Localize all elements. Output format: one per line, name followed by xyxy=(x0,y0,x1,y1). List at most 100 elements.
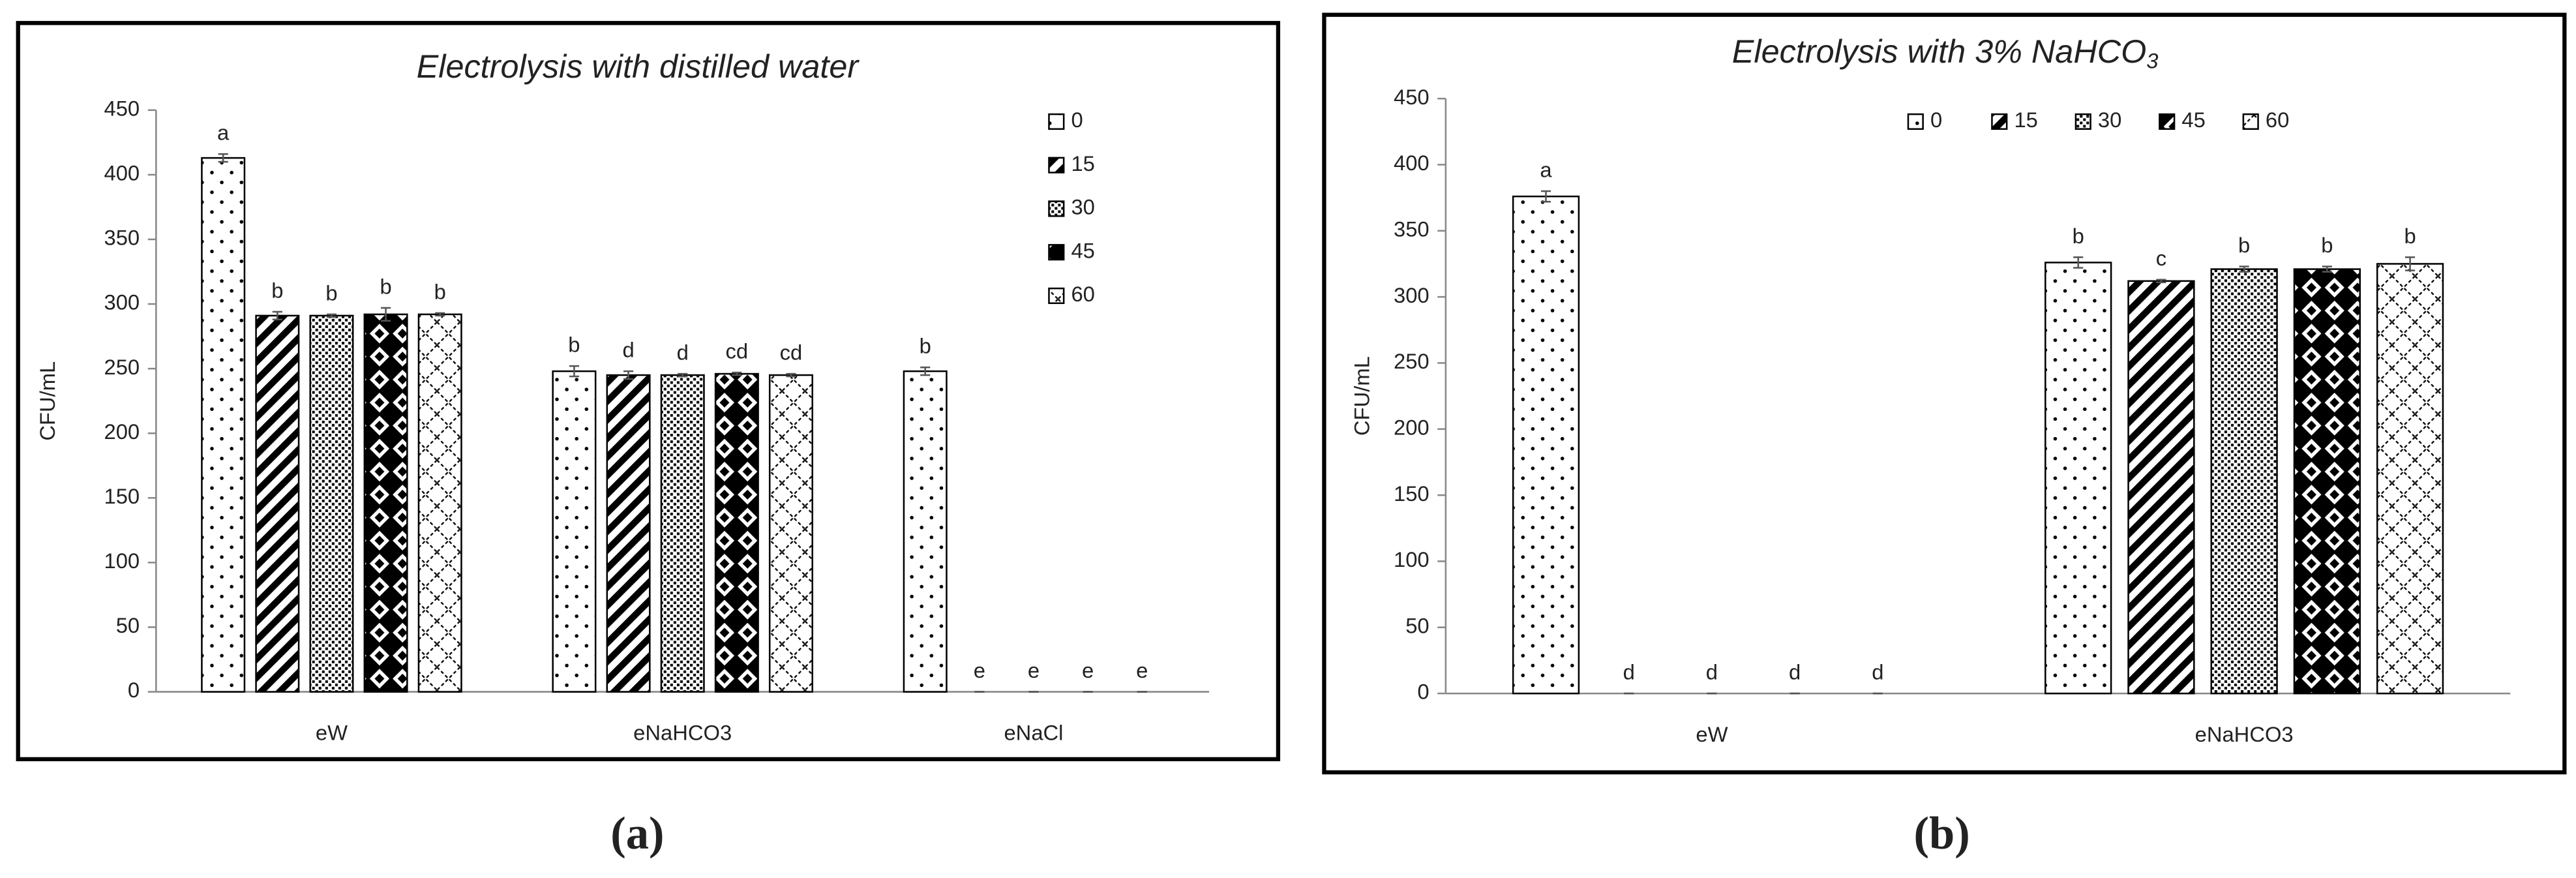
y-tick-label: 450 xyxy=(104,96,140,120)
significance-label: b xyxy=(2321,233,2333,257)
error-bar xyxy=(569,365,579,378)
chart-title: Electrolysis with 3% NaHCO3 xyxy=(1732,33,2159,72)
x-tick-label: eNaHCO3 xyxy=(2195,722,2294,746)
y-tick-label: 200 xyxy=(1394,415,1430,439)
legend-swatch xyxy=(2074,113,2091,130)
bar xyxy=(255,314,300,693)
legend-label: 60 xyxy=(1071,282,1094,306)
error-bar xyxy=(678,372,688,378)
significance-label: e xyxy=(1136,658,1148,682)
error-bar xyxy=(920,366,931,376)
y-axis-label: CFU/mL xyxy=(1350,356,1374,436)
legend-label: 60 xyxy=(2266,108,2289,132)
legend-swatch xyxy=(2159,113,2176,130)
significance-label: e xyxy=(1028,658,1040,682)
significance-label: d xyxy=(622,338,634,362)
x-tick-label: eW xyxy=(316,721,348,745)
y-tick-label: 400 xyxy=(1394,151,1430,175)
significance-label: d xyxy=(1706,660,1718,684)
chart-title-text: Electrolysis with 3% NaHCO xyxy=(1732,33,2146,70)
bar xyxy=(714,372,759,693)
error-bar xyxy=(272,310,282,321)
bar xyxy=(201,157,246,693)
bar xyxy=(2127,280,2195,695)
legend-swatch xyxy=(1907,113,1924,130)
error-bar xyxy=(2156,279,2166,284)
panel-label: (b) xyxy=(1914,808,1970,859)
bar xyxy=(309,314,354,693)
significance-label: d xyxy=(1623,660,1635,684)
bar xyxy=(1512,195,1580,695)
legend-swatch xyxy=(2242,113,2259,130)
bar xyxy=(2044,262,2112,695)
significance-label: a xyxy=(1540,157,1552,181)
error-bar xyxy=(2322,265,2332,273)
y-tick-label: 50 xyxy=(1405,613,1429,637)
significance-label: d xyxy=(677,340,689,364)
significance-label: e xyxy=(1082,658,1094,682)
significance-label: cd xyxy=(780,340,803,364)
significance-label: d xyxy=(1872,660,1883,684)
significance-label: b xyxy=(920,334,931,358)
bar xyxy=(660,374,705,693)
legend-swatch xyxy=(1048,244,1065,261)
y-tick-label: 0 xyxy=(128,678,140,702)
y-tick-label: 150 xyxy=(1394,481,1430,506)
y-tick-label: 200 xyxy=(104,419,140,444)
legend-label: 15 xyxy=(1071,151,1094,175)
bar xyxy=(363,313,408,693)
panel-label: (a) xyxy=(610,808,664,859)
error-bar xyxy=(381,307,391,322)
y-tick-label: 100 xyxy=(104,549,140,573)
significance-label: b xyxy=(568,333,580,357)
legend-label: 0 xyxy=(1930,108,1942,132)
bar xyxy=(552,370,597,693)
significance-label: b xyxy=(2404,224,2416,248)
significance-label: b xyxy=(271,278,283,302)
y-tick-label: 300 xyxy=(1394,283,1430,307)
significance-label: cd xyxy=(726,339,749,363)
bar xyxy=(2210,268,2278,695)
y-tick-label: 100 xyxy=(1394,547,1430,571)
legend-swatch xyxy=(1048,157,1065,174)
y-tick-label: 150 xyxy=(104,484,140,508)
error-bar xyxy=(732,371,742,376)
significance-label: d xyxy=(1789,660,1801,684)
significance-label: b xyxy=(380,274,391,298)
significance-label: e xyxy=(974,658,985,682)
y-tick-label: 0 xyxy=(1417,680,1429,704)
legend-label: 0 xyxy=(1071,108,1083,132)
bar xyxy=(903,370,948,693)
y-tick-label: 350 xyxy=(1394,217,1430,241)
legend-label: 30 xyxy=(2098,108,2121,132)
y-tick-label: 450 xyxy=(1394,85,1430,109)
chart-title: Electrolysis with distilled water xyxy=(417,48,860,85)
significance-label: a xyxy=(217,121,230,145)
y-axis-label: CFU/mL xyxy=(35,361,59,441)
legend-swatch xyxy=(1048,287,1065,305)
bar xyxy=(2293,268,2361,695)
x-tick-label: eW xyxy=(1696,722,1728,746)
error-bar xyxy=(2073,256,2084,269)
y-tick-label: 400 xyxy=(104,161,140,185)
significance-label: b xyxy=(325,280,337,305)
legend-label: 15 xyxy=(2014,108,2037,132)
chart-title-text: Electrolysis with distilled water xyxy=(417,48,860,85)
panel-frame xyxy=(1322,12,2567,775)
significance-label: c xyxy=(2156,246,2166,270)
legend-label: 45 xyxy=(1071,238,1094,262)
bar xyxy=(606,374,651,693)
legend-label: 30 xyxy=(1071,195,1094,219)
error-bar xyxy=(786,372,796,378)
y-tick-label: 50 xyxy=(116,613,140,637)
error-bar xyxy=(1540,190,1551,203)
legend-swatch xyxy=(1048,200,1065,217)
error-bar xyxy=(2405,256,2416,271)
x-tick-label: eNaHCO3 xyxy=(633,721,732,745)
significance-label: b xyxy=(2238,233,2250,257)
bar xyxy=(417,313,462,693)
chart-title-subscript: 3 xyxy=(2146,48,2158,72)
legend-swatch xyxy=(1048,113,1065,130)
significance-label: b xyxy=(434,279,446,303)
